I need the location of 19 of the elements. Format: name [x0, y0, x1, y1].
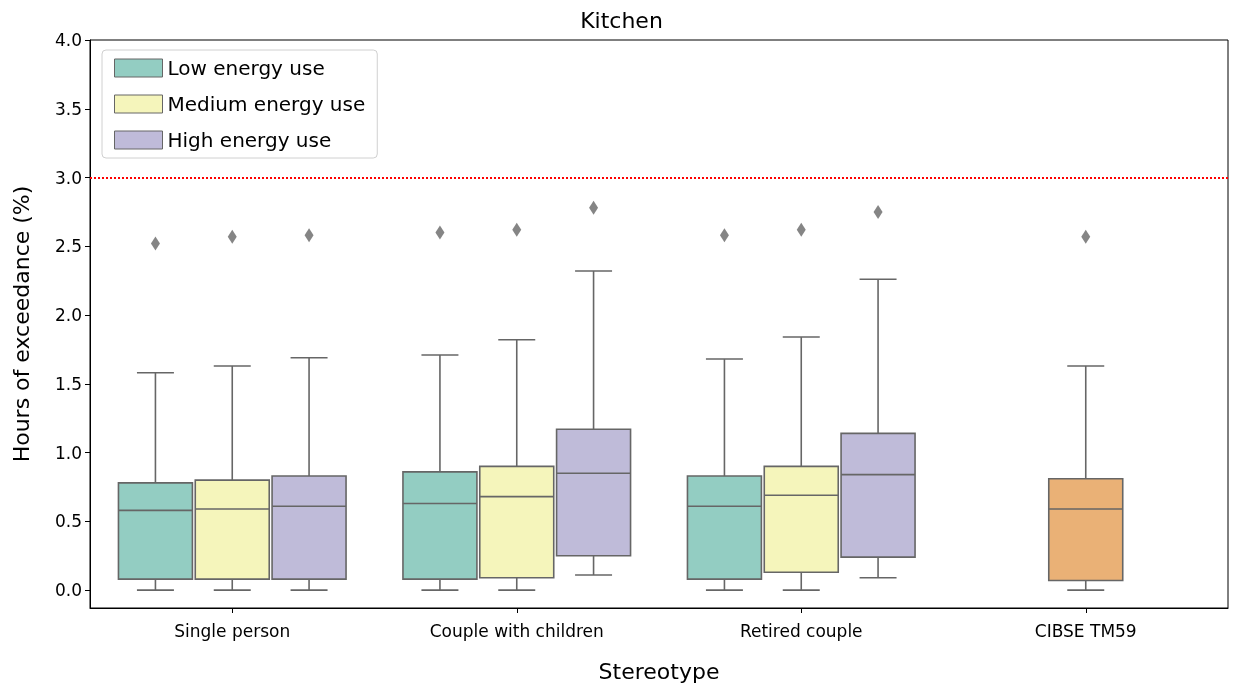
x-tick-label: Retired couple — [739, 620, 863, 641]
y-tick-label: 0.0 — [54, 580, 82, 601]
y-tick-label: 4.0 — [54, 30, 82, 50]
legend-label: Medium energy use — [167, 92, 366, 116]
y-axis-title: Hours of exceedance (%) — [8, 185, 34, 463]
x-tick-label: Couple with children — [429, 620, 604, 641]
y-tick-label: 2.5 — [54, 236, 82, 257]
x-tick-label: CIBSE TM59 — [1034, 620, 1137, 641]
chart-title: Kitchen — [580, 7, 663, 33]
x-axis-title: Stereotype — [598, 658, 720, 684]
y-tick-label: 3.5 — [54, 98, 82, 119]
y-tick-label: 0.5 — [54, 511, 82, 532]
y-tick-label: 2.0 — [54, 305, 82, 326]
legend-label: Low energy use — [167, 56, 325, 80]
x-tick-label: Single person — [174, 620, 291, 641]
legend-label: High energy use — [167, 128, 332, 152]
y-tick-label: 1.5 — [54, 373, 82, 394]
y-tick-label: 3.0 — [54, 167, 82, 188]
y-tick-label: 1.0 — [54, 442, 82, 463]
